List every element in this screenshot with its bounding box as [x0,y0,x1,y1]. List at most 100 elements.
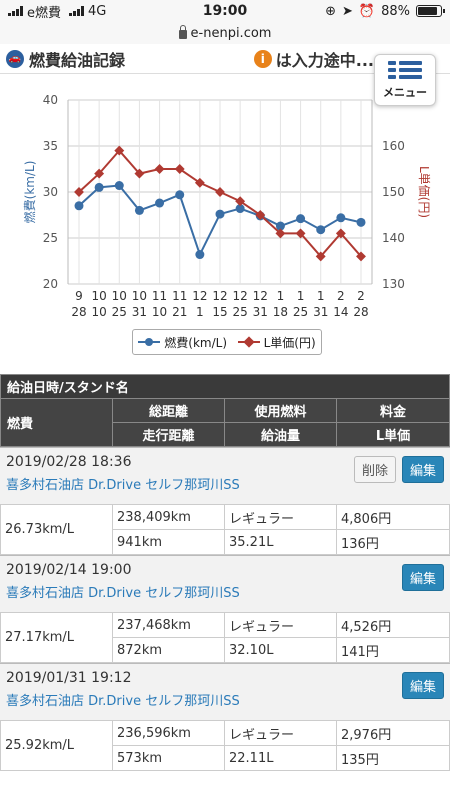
address-bar[interactable]: e-nenpi.com [0,22,450,44]
point-unit-price [154,164,165,174]
record-station-link[interactable]: 喜多村石油店 Dr.Drive セルフ那珂川SS [6,586,240,601]
record-datetime: 2019/01/31 19:12 [6,670,132,686]
x-tick-label: 25 [233,305,248,319]
record-price: 4,806円 [336,504,450,530]
record-actions: 削除 編集 [353,456,444,483]
legend-item-fuel-economy[interactable]: 燃費(km/L) [138,334,227,351]
status-bar: e燃費 4G 19:00 ⊕ ➤ ⏰ 88% [0,0,450,22]
wifi-bars-icon [69,6,84,16]
record-station-link[interactable]: 喜多村石油店 Dr.Drive セルフ那珂川SS [6,694,240,709]
record-data: 25.92km/L 236,596km レギュラー 2,976円 573km 2… [0,720,450,771]
x-tick-label: 1 [277,289,285,303]
point-unit-price [275,228,286,239]
record-datetime: 2019/02/28 18:36 [6,454,132,470]
menu-label: メニュー [383,85,427,99]
point-unit-price [194,177,205,188]
point-unit-price [295,228,306,239]
point-fuel-economy [235,204,245,214]
record-trip-distance: 872km [112,637,225,663]
record-unit-price: 141円 [336,637,450,663]
x-tick-label: 28 [353,305,368,319]
x-tick-label: 25 [112,305,127,319]
x-tick-label: 1 [196,305,204,319]
record-fuel-economy: 25.92km/L [0,720,113,771]
signal-icon [8,6,23,16]
records-section: 給油日時/スタンド名 燃費 総距離 使用燃料 料金 走行距離 給油量 L単価 2… [0,374,450,771]
record-fuel-type: レギュラー [224,720,337,746]
delete-button[interactable]: 削除 [353,456,396,483]
header-fuel-amount: 給油量 [224,422,337,447]
x-tick-label: 14 [333,305,348,319]
point-unit-price [235,196,246,207]
x-tick-label: 1 [297,289,305,303]
point-fuel-economy [134,205,144,215]
carrier-info: e燃費 4G [8,2,106,21]
carrier-name: e燃費 [27,5,61,21]
list-menu-icon [388,60,422,81]
car-icon: 🚗 [6,49,24,68]
menu-button[interactable]: メニュー [374,54,436,106]
point-unit-price [94,168,105,179]
record-price: 4,526円 [336,612,450,638]
battery-percent: 88% [381,3,410,19]
record-actions: 編集 [401,672,444,699]
record-total-distance: 236,596km [112,720,225,746]
point-fuel-economy [94,182,104,192]
info-icon: i [253,49,272,68]
x-tick-label: 2 [337,289,345,303]
x-tick-label: 25 [293,305,308,319]
record-trip-distance: 941km [112,529,225,555]
header-total-distance: 総距離 [112,398,225,423]
record-fuel-type: レギュラー [224,612,337,638]
page-header: 🚗 燃費給油記録 i は入力途中... メニュー [0,44,450,106]
legend-label-unit-price: L単価(円) [263,335,316,350]
record-entry-header: 2019/02/28 18:36 喜多村石油店 Dr.Drive セルフ那珂川S… [0,448,450,504]
records-header: 給油日時/スタンド名 燃費 総距離 使用燃料 料金 走行距離 給油量 L単価 [0,374,450,447]
point-fuel-economy [74,201,84,211]
record-total-distance: 237,468km [112,612,225,638]
edit-button[interactable]: 編集 [401,456,444,483]
record-total-distance: 238,409km [112,504,225,530]
legend-item-unit-price[interactable]: L単価(円) [237,334,316,351]
x-tick-label: 9 [75,289,83,303]
point-fuel-economy [155,198,165,208]
point-fuel-economy [114,181,124,191]
x-tick-label: 28 [71,305,86,319]
page-title: 燃費給油記録 [29,50,126,70]
legend-label-fuel-economy: 燃費(km/L) [164,335,228,350]
record-station-link[interactable]: 喜多村石油店 Dr.Drive セルフ那珂川SS [6,478,240,493]
x-tick-label: 18 [273,305,288,319]
input-notice[interactable]: i は入力途中... [253,47,444,71]
header-price: 料金 [336,398,450,423]
point-fuel-economy [275,221,285,231]
point-fuel-economy [316,225,326,235]
record-actions: 編集 [401,564,444,591]
x-tick-label: 10 [152,305,167,319]
edit-button[interactable]: 編集 [401,672,444,699]
record-data: 27.17km/L 237,468km レギュラー 4,526円 872km 3… [0,612,450,663]
header-trip-distance: 走行距離 [112,422,225,447]
point-unit-price [335,228,346,239]
x-tick-label: 15 [212,305,227,319]
x-tick-label: 11 [172,289,187,303]
legend-marker-circle [138,338,161,346]
chart-legend[interactable]: 燃費(km/L) L単価(円) [132,329,322,355]
x-tick-label: 31 [132,305,147,319]
y-tick-right: 150 [382,185,405,199]
x-tick-label: 10 [112,289,127,303]
point-unit-price [215,187,225,197]
record-fuel-amount: 32.10L [224,637,337,663]
header-unit-price: L単価 [336,422,450,447]
point-fuel-economy [356,217,366,227]
y-axis-label-right: L単価(円) [417,166,431,218]
record-entry: 2019/01/31 19:12 喜多村石油店 Dr.Drive セルフ那珂川S… [0,663,450,771]
record-fuel-economy: 27.17km/L [0,612,113,663]
alarm-icon: ⏰ [358,3,376,19]
x-tick-label: 11 [152,289,167,303]
y-axis-label-left: 燃費(km/L) [22,161,37,224]
lock-icon [178,25,187,39]
x-tick-label: 10 [132,289,147,303]
y-tick-right: 160 [382,139,405,153]
record-entry-header: 2019/01/31 19:12 喜多村石油店 Dr.Drive セルフ那珂川S… [0,664,450,720]
edit-button[interactable]: 編集 [401,564,444,591]
